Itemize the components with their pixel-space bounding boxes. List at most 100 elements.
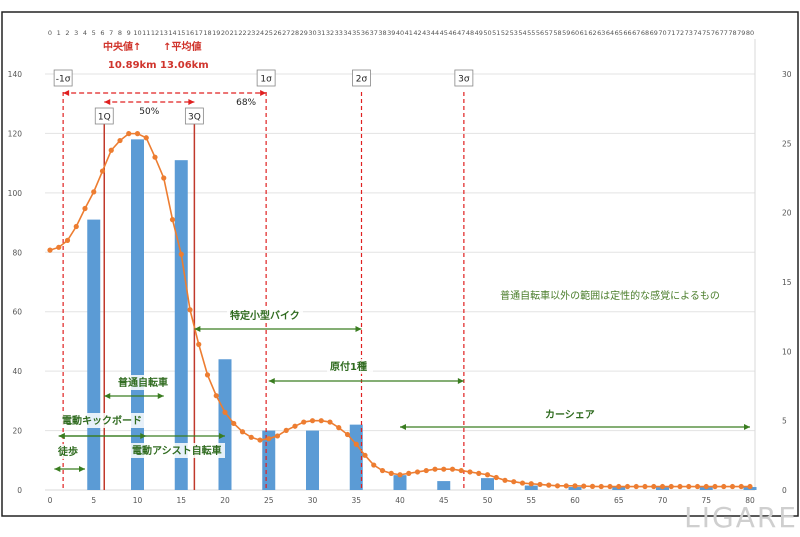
curve-point-31 — [318, 418, 324, 424]
bar-35 — [349, 424, 363, 490]
bar-30 — [306, 430, 319, 490]
range-arrow-right-4 — [355, 326, 362, 332]
x-tick-label: 35 — [351, 496, 361, 505]
curve-point-39 — [388, 470, 394, 476]
curve-point-19 — [213, 393, 219, 399]
curve-point-52 — [502, 477, 508, 483]
top-axis-tick-label: 21 — [230, 29, 238, 37]
curve-point-8 — [117, 137, 123, 144]
y-right-tick-label: 30 — [782, 70, 792, 79]
y-left-tick-label: 140 — [8, 70, 23, 79]
y-left-tick-label: 40 — [12, 367, 22, 376]
curve-point-9 — [126, 131, 132, 137]
top-axis-tick-label: 25 — [265, 29, 273, 37]
vlines-layer: -1σ 1Q 3Q 1σ 2σ 3σ — [53, 69, 474, 490]
top-axis-tick-label: 49 — [475, 29, 483, 37]
top-axis-tick-label: 68 — [641, 29, 649, 37]
curve-point-5 — [91, 189, 97, 195]
curve-point-35 — [353, 441, 359, 447]
bar-10 — [131, 139, 144, 490]
curve-point-43 — [423, 467, 429, 474]
top-axis-tick-label: 31 — [317, 29, 325, 37]
range-arrow-left-3 — [58, 433, 65, 439]
curve-point-25 — [266, 436, 272, 442]
curve-point-69 — [651, 483, 657, 490]
top-axis-tick-label: 26 — [273, 29, 281, 37]
vline-label-2: 3Q — [188, 113, 201, 123]
curve-point-11 — [143, 135, 149, 141]
x-tick-label: 15 — [176, 496, 186, 505]
curve-point-79 — [738, 483, 744, 490]
bar-25 — [262, 430, 276, 490]
vline-label-5: 3σ — [458, 75, 470, 85]
median-value: 10.89km — [108, 60, 157, 71]
curve-point-53 — [511, 479, 517, 485]
y-left-tick-label: 0 — [17, 486, 22, 495]
top-axis-tick-label: 57 — [545, 29, 553, 37]
top-axis-tick-label: 50 — [483, 29, 491, 37]
top-axis-tick-label: 3 — [74, 29, 78, 37]
bar-50 — [481, 478, 494, 490]
top-axis-tick-label: 2 — [65, 29, 69, 37]
top-axis-tick-label: 16 — [186, 29, 194, 37]
curve-point-18 — [204, 372, 211, 378]
curve-point-17 — [196, 341, 202, 347]
bracket-arrow-left-1 — [63, 90, 70, 96]
vline-label-box-3 — [256, 69, 276, 87]
bar-5 — [87, 219, 101, 490]
top-axis-tick-label: 23 — [247, 29, 255, 37]
top-axis-tick-label: 41 — [405, 29, 413, 37]
curve-point-58 — [554, 483, 561, 489]
curve-point-78 — [729, 483, 736, 490]
x-tick-label: 10 — [133, 496, 143, 505]
watermark: LIGARE — [684, 501, 798, 533]
top-axis-tick-label: 62 — [588, 29, 596, 37]
curve-point-63 — [598, 483, 604, 490]
range-arrow-right-3 — [219, 433, 225, 439]
curve-point-36 — [362, 452, 368, 458]
curve-point-55 — [528, 481, 534, 487]
top-axis-tick-label: 43 — [422, 29, 430, 37]
curve-point-71 — [668, 483, 674, 490]
top-axis-tick-label: 29 — [300, 29, 308, 37]
curve-point-47 — [458, 467, 464, 474]
curve-point-30 — [309, 418, 316, 424]
curve-point-61 — [581, 483, 587, 489]
curve-point-62 — [589, 483, 596, 489]
top-axis-tick-label: 72 — [676, 29, 684, 37]
bracket-arrow-right-0 — [188, 99, 195, 105]
curve-point-15 — [178, 251, 184, 257]
vline-label-4: 2σ — [356, 75, 368, 85]
curve-point-64 — [607, 483, 613, 490]
y-right-tick-label: 10 — [782, 347, 792, 356]
vline-label-box-4 — [352, 69, 371, 87]
curve-point-56 — [537, 481, 543, 488]
top-axis-tick-label: 15 — [177, 29, 185, 37]
y-right-tick-label: 5 — [782, 417, 787, 426]
range-arrow-left-0 — [54, 466, 61, 472]
bar-40 — [393, 475, 407, 490]
curve-point-34 — [344, 431, 351, 438]
curve-point-73 — [686, 483, 692, 490]
vline-label-box-0 — [53, 69, 73, 87]
top-axis-tick-label: 14 — [168, 29, 176, 37]
grid-layer — [45, 39, 756, 491]
top-axis-tick-label: 38 — [378, 29, 386, 37]
top-axis-tick-label: 36 — [361, 29, 369, 37]
curve-point-7 — [108, 147, 114, 153]
curve-point-74 — [694, 483, 701, 490]
range-label-2: 普通自転車 — [118, 376, 168, 389]
top-axis-tick-label: 7 — [109, 29, 113, 37]
curve-point-44 — [432, 466, 438, 472]
curve-point-76 — [712, 483, 718, 490]
top-axis-tick-label: 1 — [57, 29, 61, 37]
range-label-1: 電動キックボード — [62, 414, 142, 427]
top-axis-tick-label: 22 — [238, 29, 246, 37]
top-axis-tick-label: 63 — [597, 29, 605, 37]
top-axis-tick-label: 73 — [685, 29, 693, 37]
range-arrow-left-5 — [268, 378, 275, 384]
top-axis-tick-label: 54 — [518, 29, 526, 37]
curve-point-42 — [414, 469, 421, 475]
